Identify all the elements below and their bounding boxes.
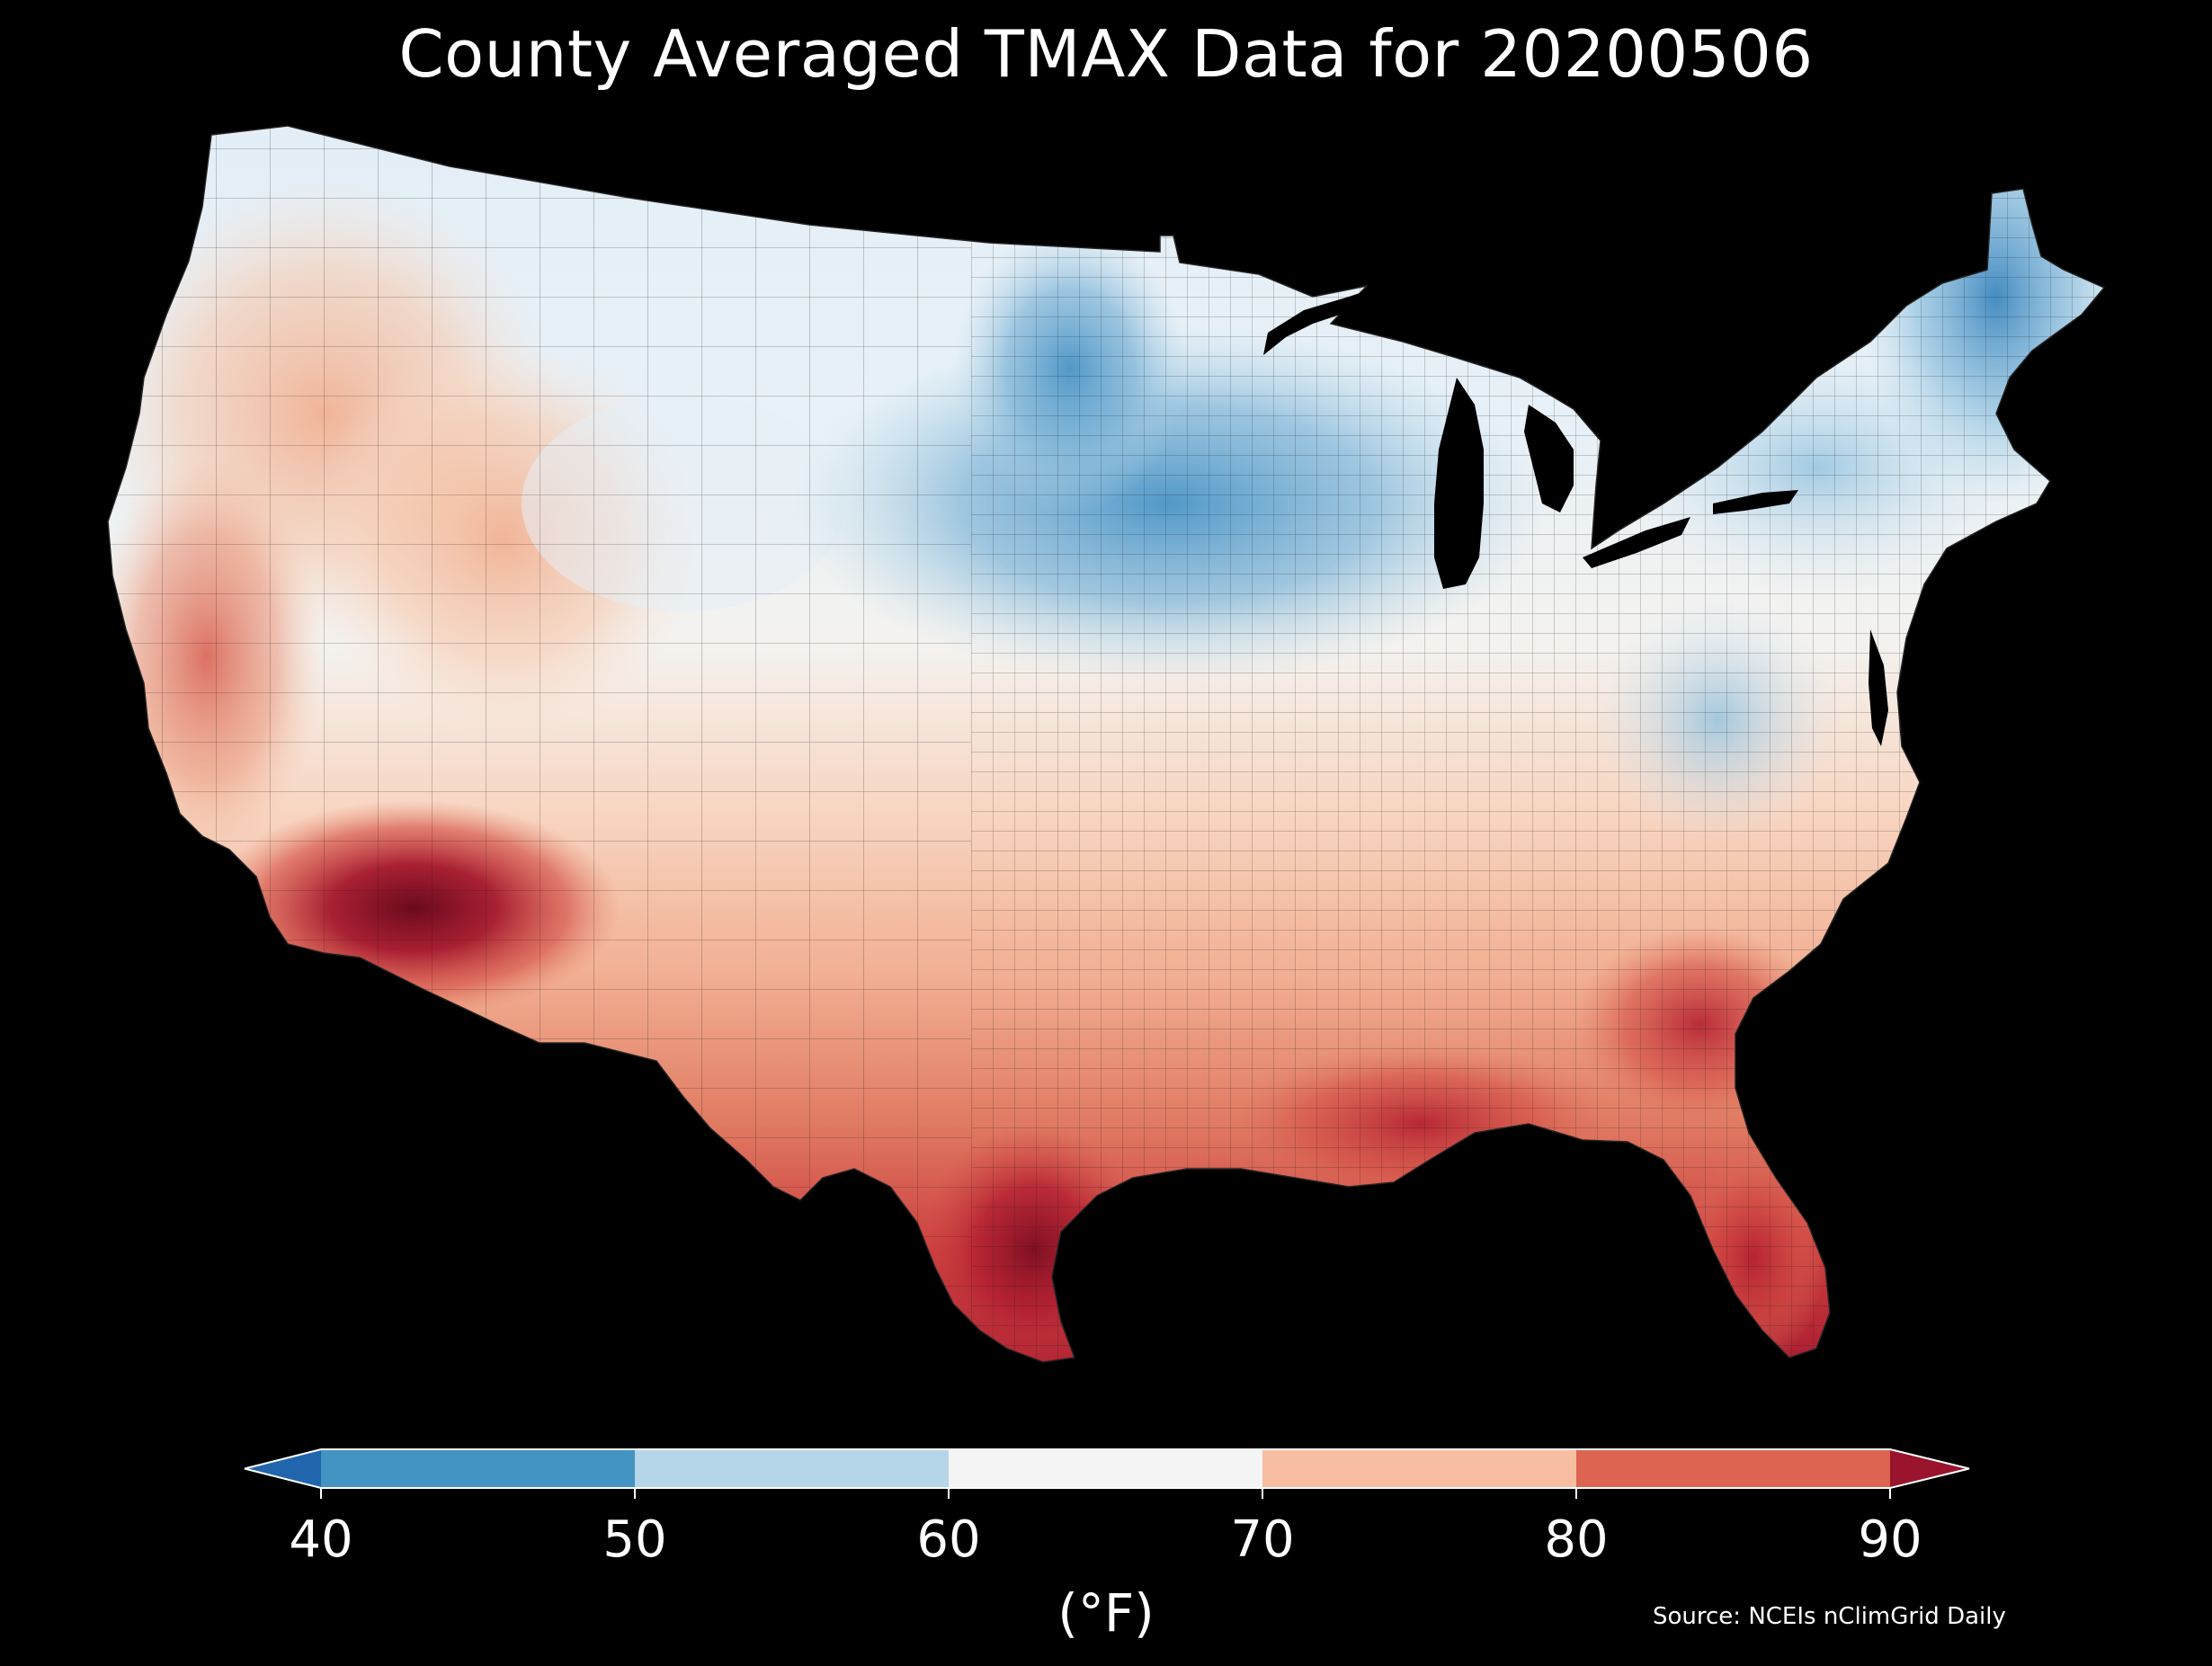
tick-label-60: 60 xyxy=(916,1510,981,1569)
chesapeake-bay xyxy=(1869,629,1888,746)
tick-label-50: 50 xyxy=(602,1510,667,1569)
tick-label-90: 90 xyxy=(1858,1510,1922,1569)
colorbar-bin-60-70 xyxy=(949,1449,1263,1488)
lake-superior xyxy=(1263,288,1376,355)
lake-ontario xyxy=(1713,490,1798,514)
tick-label-40: 40 xyxy=(289,1510,353,1569)
tick-label-70: 70 xyxy=(1230,1510,1295,1569)
colorbar-bin-80-90 xyxy=(1576,1449,1891,1488)
lake-huron xyxy=(1524,405,1574,512)
tick-label-80: 80 xyxy=(1544,1510,1609,1569)
colorbar-bin-70-80 xyxy=(1262,1449,1577,1488)
colorbar-bin-50-60 xyxy=(635,1449,950,1488)
lake-michigan xyxy=(1434,378,1484,589)
colorbar-extend-low xyxy=(245,1449,321,1488)
lake-erie xyxy=(1583,517,1690,568)
source-credit: Source: NCEIs nClimGrid Daily xyxy=(1653,1603,2006,1630)
colorbar-unit-label: (°F) xyxy=(1057,1582,1155,1644)
great-lakes xyxy=(1263,288,1888,746)
us-outline xyxy=(107,125,2106,1363)
colorbar-extend-high xyxy=(1890,1449,1969,1488)
colorbar-bin-40-50 xyxy=(321,1449,636,1488)
map-title: County Averaged TMAX Data for 20200506 xyxy=(398,16,1814,92)
